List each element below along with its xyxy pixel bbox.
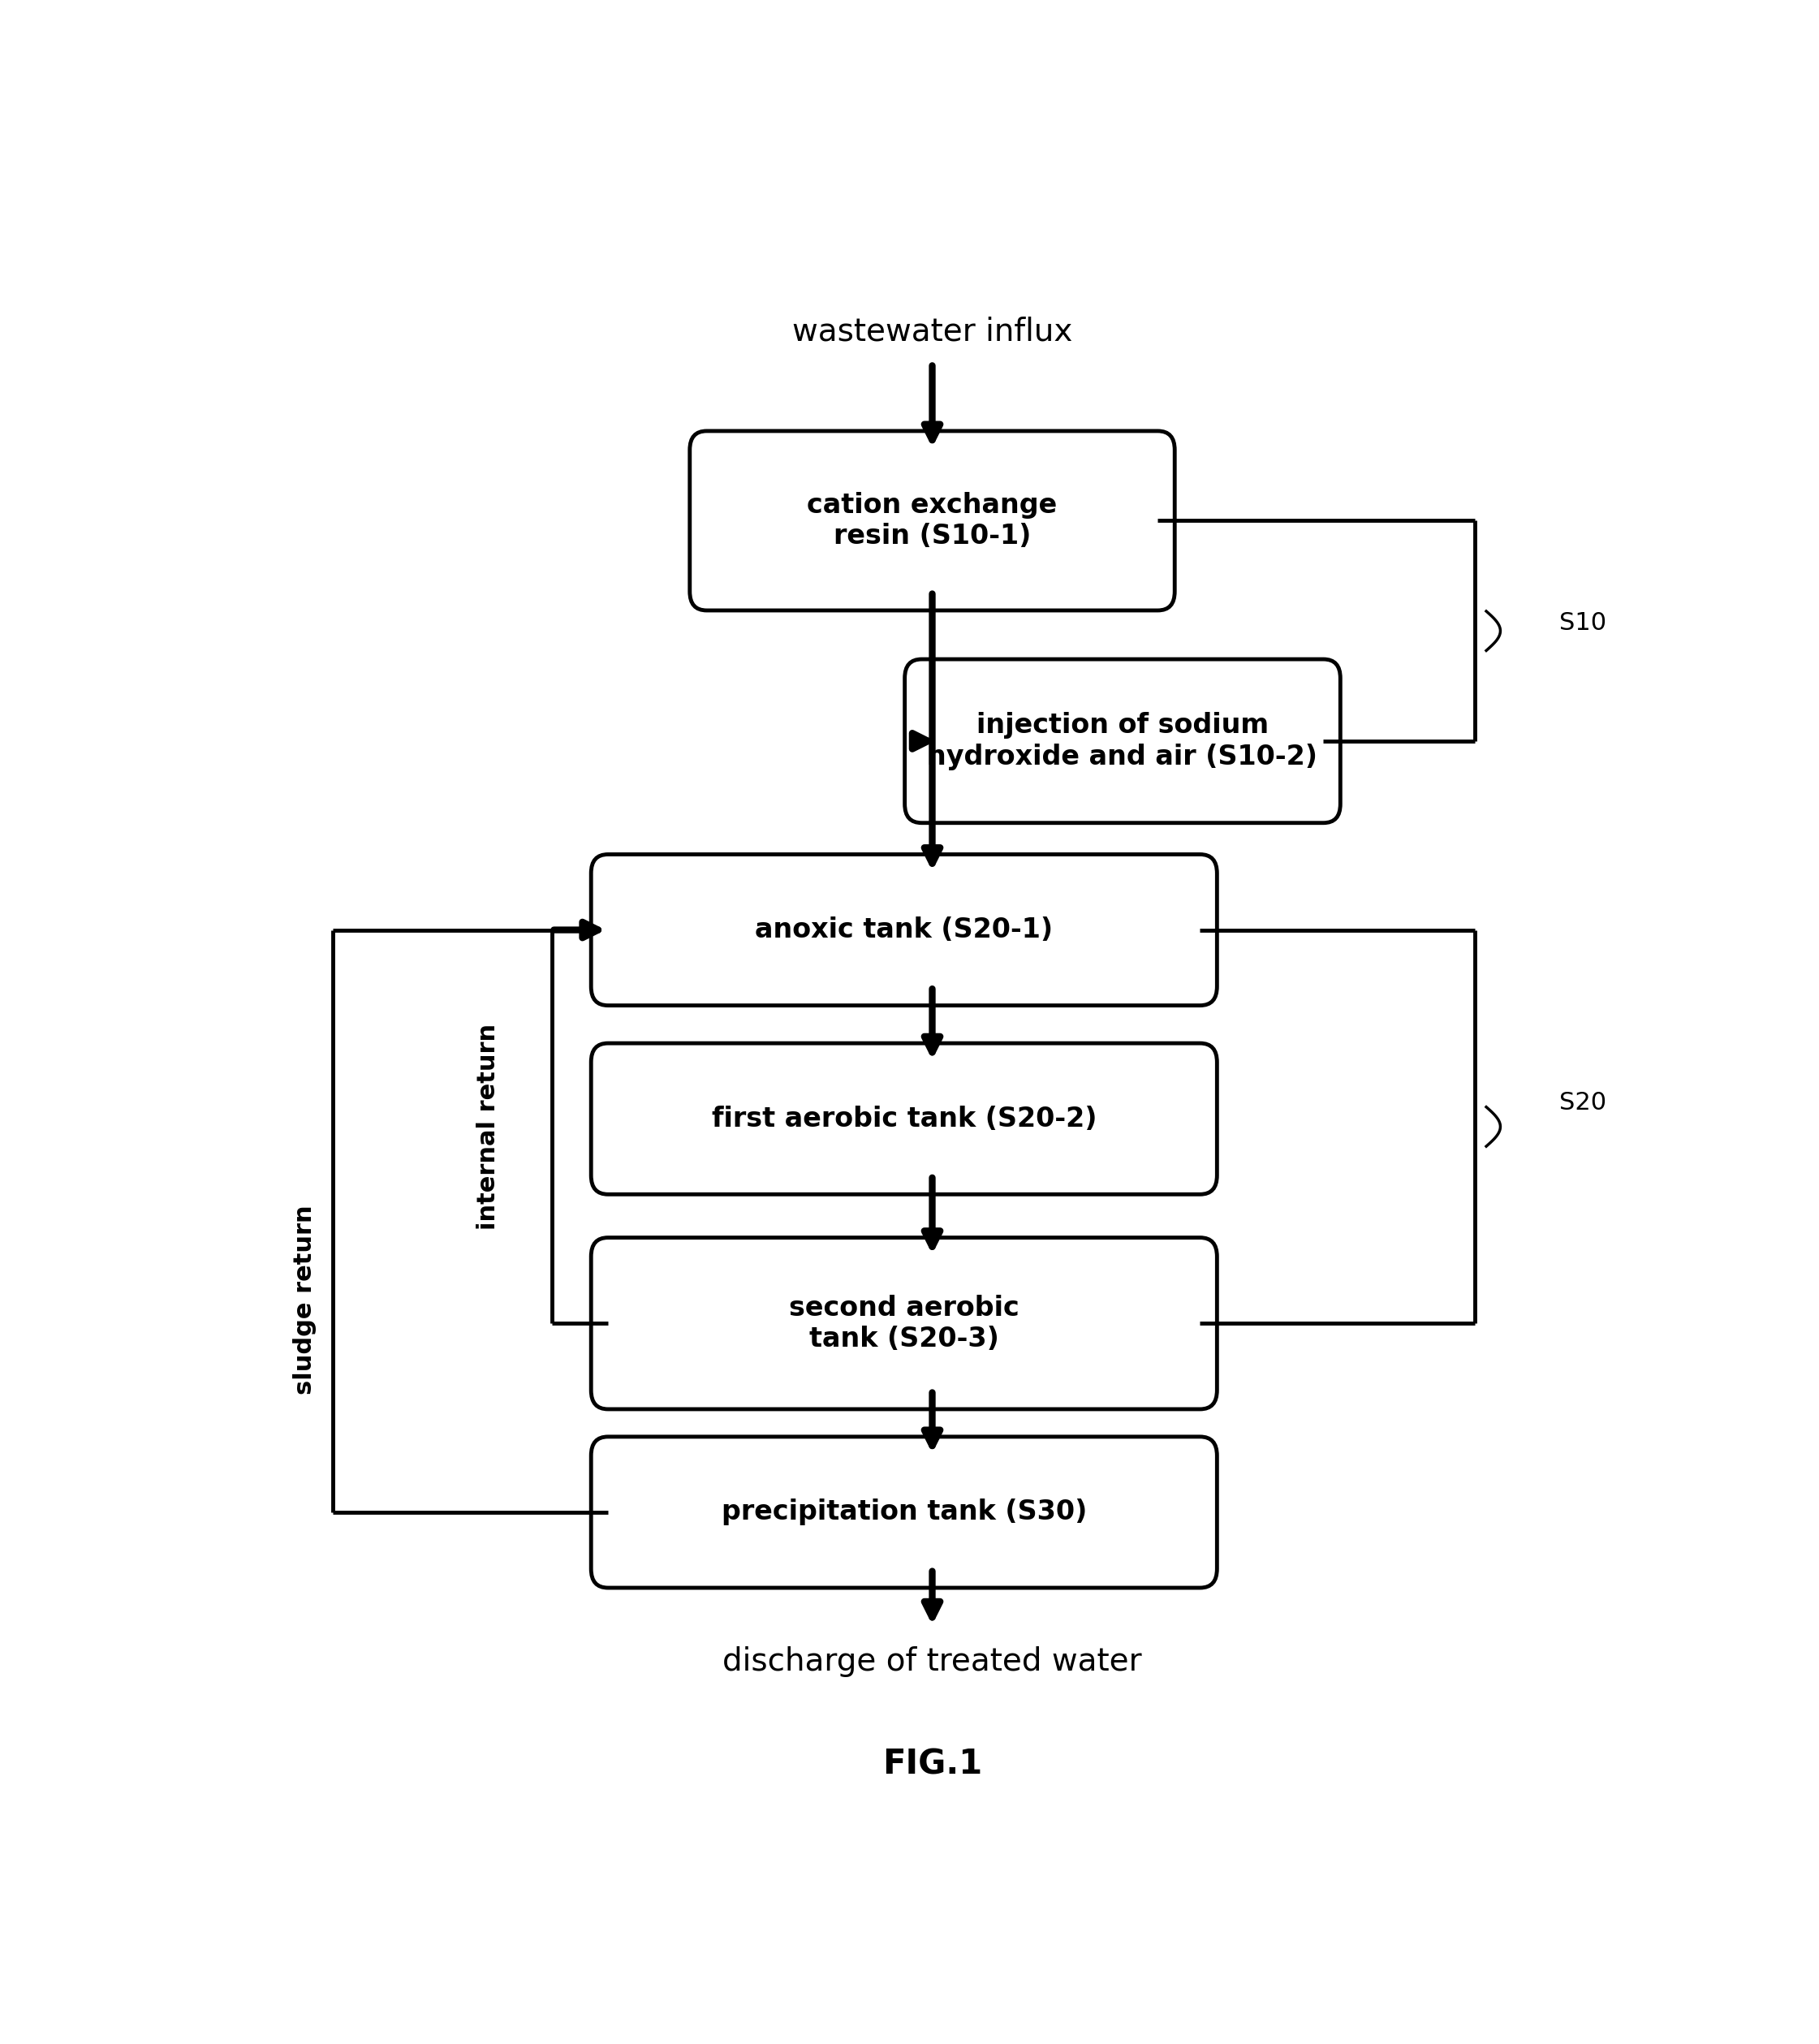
Text: cation exchange
resin (S10-1): cation exchange resin (S10-1) <box>808 493 1057 550</box>
Text: first aerobic tank (S20-2): first aerobic tank (S20-2) <box>711 1106 1097 1132</box>
Text: second aerobic
tank (S20-3): second aerobic tank (S20-3) <box>789 1294 1019 1353</box>
FancyBboxPatch shape <box>591 1042 1217 1194</box>
FancyBboxPatch shape <box>591 1237 1217 1408</box>
FancyBboxPatch shape <box>689 431 1175 611</box>
FancyBboxPatch shape <box>591 854 1217 1006</box>
Text: sludge return: sludge return <box>293 1206 317 1394</box>
FancyBboxPatch shape <box>591 1437 1217 1588</box>
Text: wastewater influx: wastewater influx <box>791 317 1073 347</box>
FancyBboxPatch shape <box>904 660 1341 824</box>
Text: anoxic tank (S20-1): anoxic tank (S20-1) <box>755 916 1053 944</box>
Text: FIG.1: FIG.1 <box>882 1748 982 1780</box>
Text: S20: S20 <box>1559 1091 1606 1114</box>
Text: S10: S10 <box>1559 611 1606 636</box>
Text: discharge of treated water: discharge of treated water <box>722 1645 1142 1678</box>
Text: injection of sodium
hydroxide and air (S10-2): injection of sodium hydroxide and air (S… <box>928 711 1317 771</box>
Text: internal return: internal return <box>477 1024 500 1230</box>
Text: precipitation tank (S30): precipitation tank (S30) <box>722 1498 1086 1525</box>
